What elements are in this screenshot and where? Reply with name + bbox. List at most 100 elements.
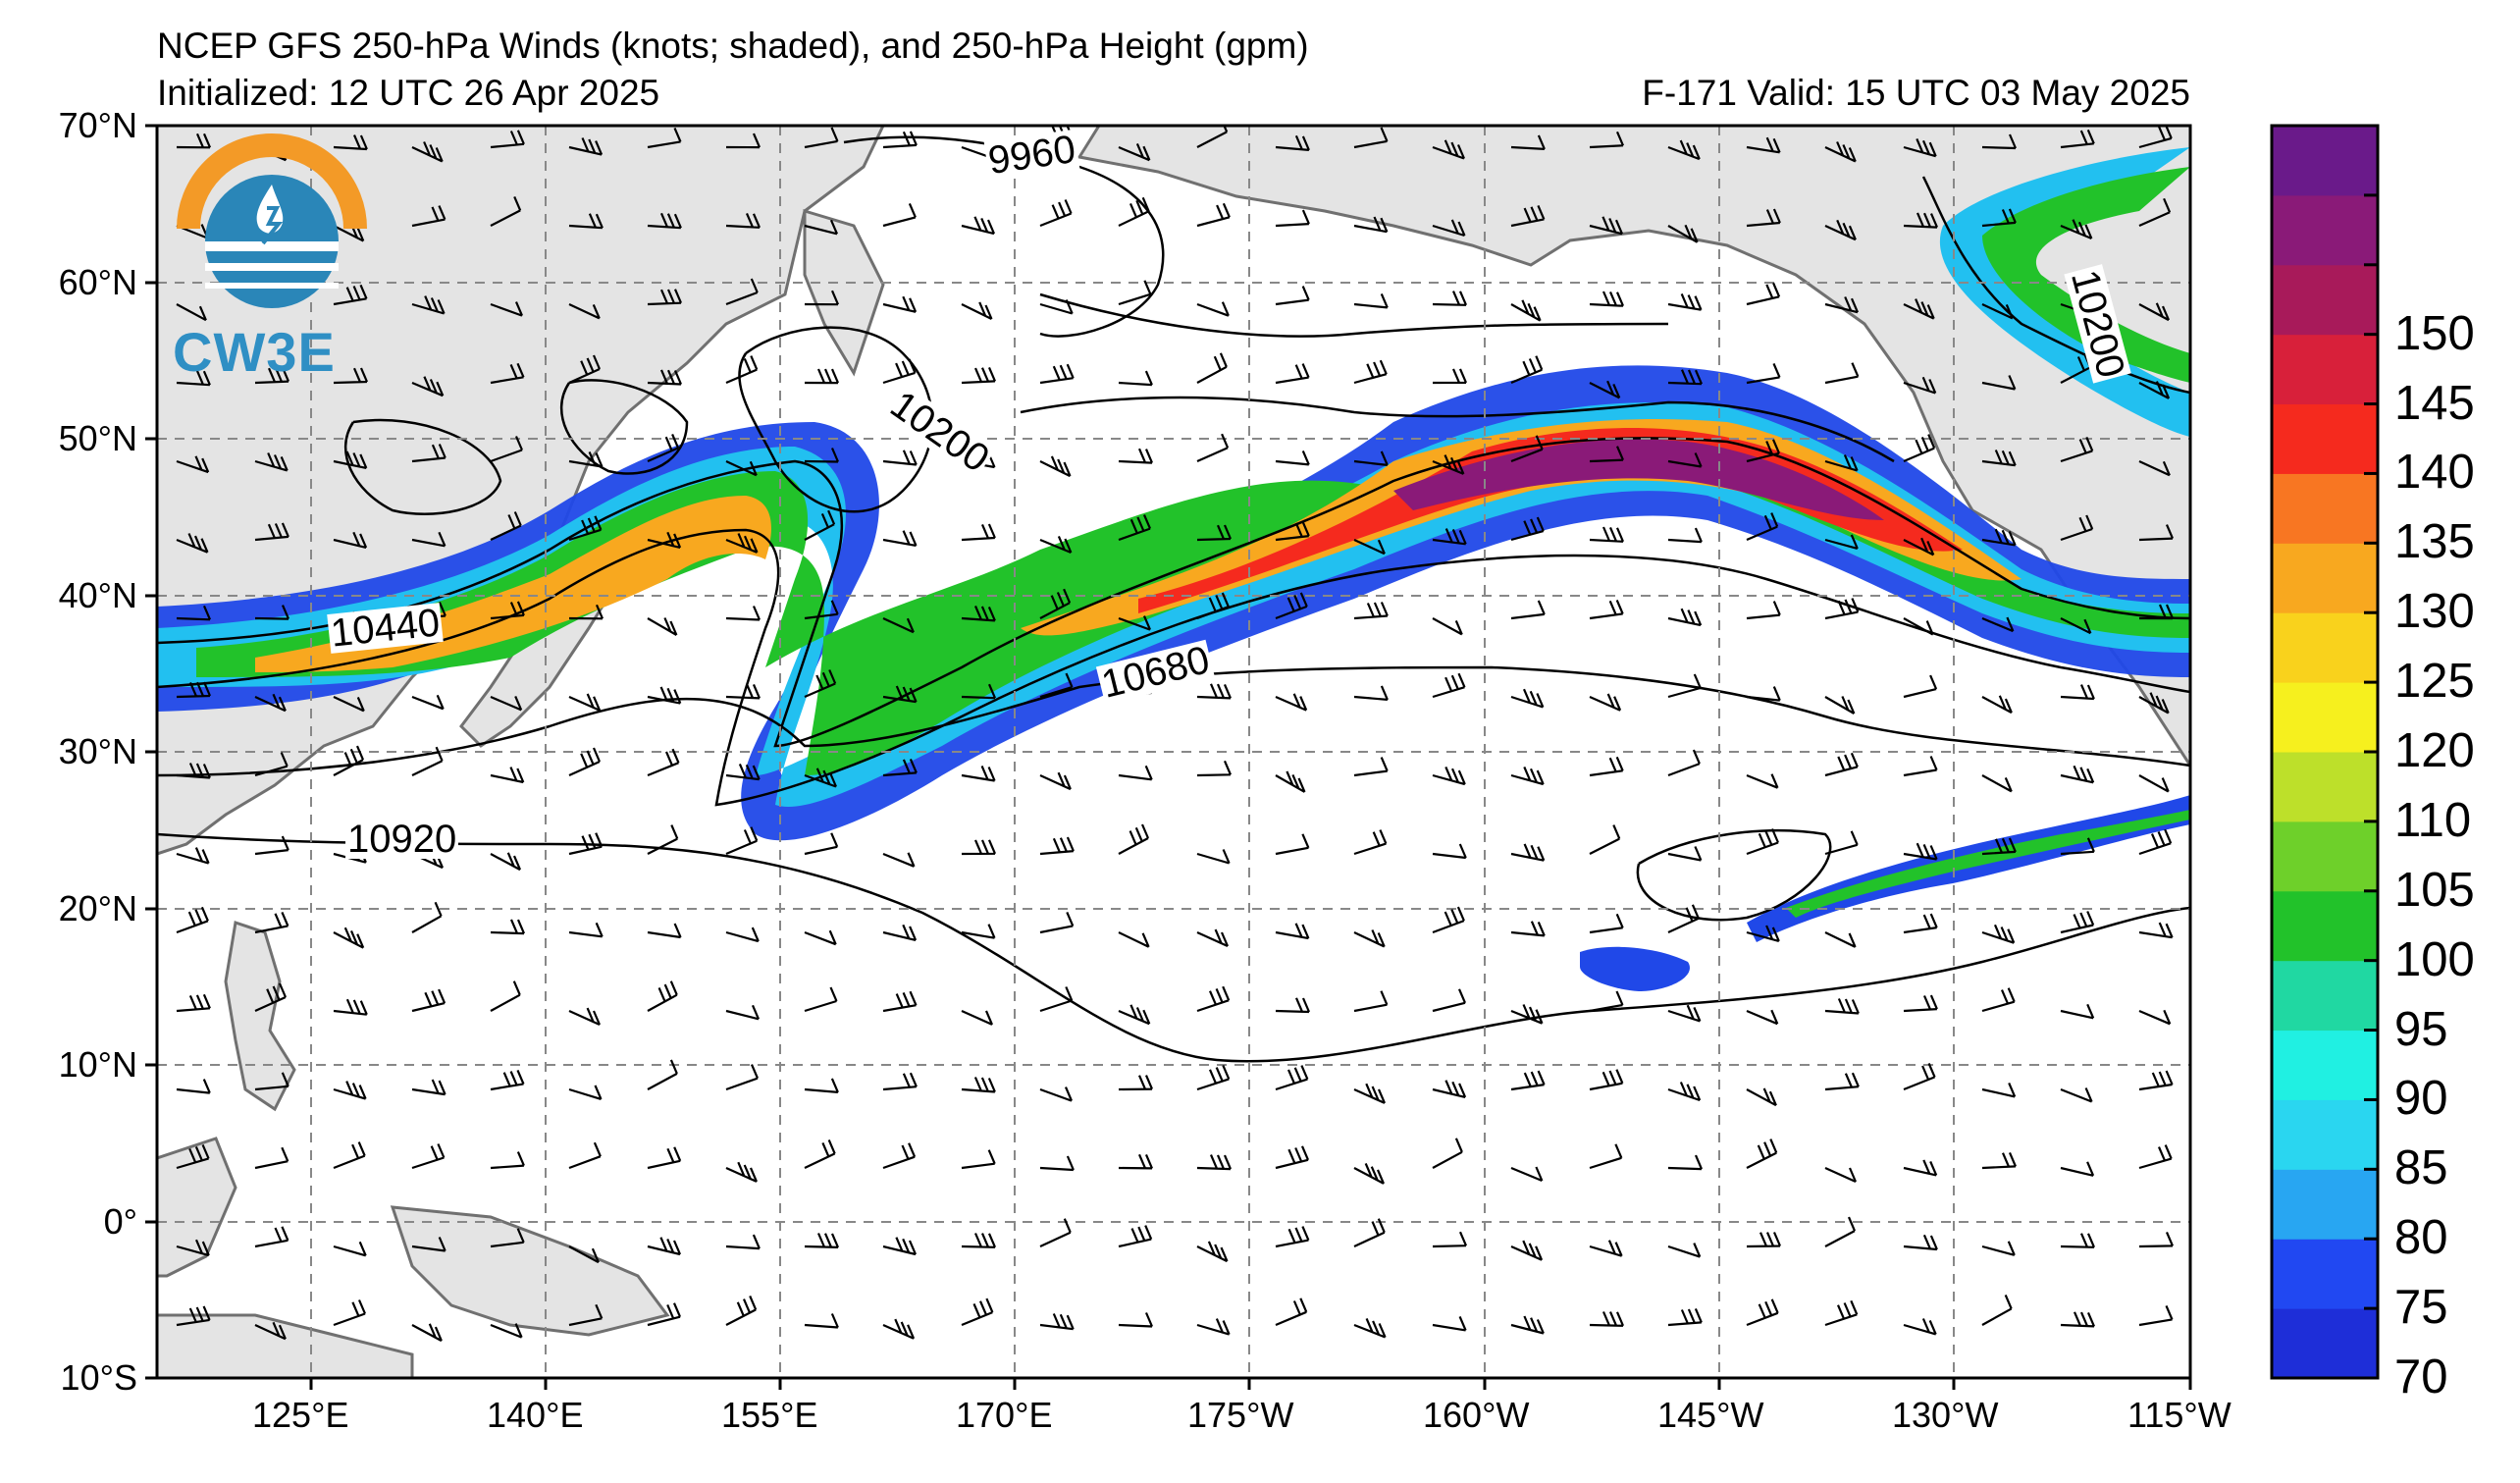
wind-barb <box>804 669 837 699</box>
logo-icon <box>177 133 367 308</box>
wind-barb <box>1275 1298 1308 1327</box>
wind-barb <box>1510 766 1545 786</box>
wind-barb <box>1903 674 1938 699</box>
lat-label-30n: 30°N <box>58 731 137 771</box>
wind-barb <box>1039 455 1072 478</box>
wind-barb <box>1039 986 1074 1013</box>
wind-barb <box>1275 923 1310 940</box>
wind-barb <box>1824 1299 1859 1327</box>
wind-barb <box>333 998 368 1016</box>
wind-barb <box>804 509 836 541</box>
wind-barb <box>1667 292 1703 311</box>
wind-barb <box>1589 824 1621 855</box>
wind-barb <box>1039 588 1072 619</box>
wind-barb <box>2060 219 2093 240</box>
wind-barb <box>1746 1009 1779 1026</box>
wind-barb <box>2138 302 2171 322</box>
wind-barb <box>1903 137 1937 158</box>
wind-barb <box>1510 1240 1544 1261</box>
wind-barb <box>254 605 290 620</box>
wind-barb <box>1353 450 1389 466</box>
wind-barb <box>1353 602 1389 620</box>
wind-barb <box>804 768 838 788</box>
wind-barb <box>2060 1311 2096 1328</box>
wind-barb <box>882 685 918 704</box>
colorbar-segment <box>2272 264 2378 336</box>
wind-barb <box>1589 1311 1625 1327</box>
wind-barb <box>1903 994 1938 1013</box>
colorbar-segment <box>2272 1308 2378 1379</box>
wind-barb <box>1432 368 1468 385</box>
colorbar-tick-label: 130 <box>2394 585 2475 639</box>
wind-barb <box>1667 527 1703 544</box>
wind-barb <box>882 1237 918 1256</box>
wind-barb <box>254 1226 289 1248</box>
wind-barb <box>1824 141 1857 163</box>
wind-barb <box>1432 843 1467 860</box>
wind-barb <box>1118 370 1153 387</box>
wind-barb <box>725 606 761 621</box>
wind-barb <box>1746 601 1781 620</box>
wind-barb <box>1746 136 1781 154</box>
lat-label-10n: 10°N <box>58 1044 137 1085</box>
wind-barb <box>176 847 210 865</box>
wind-barb <box>1589 131 1625 149</box>
wind-barb <box>1903 537 1935 556</box>
wind-barb <box>490 695 523 712</box>
wind-barb <box>1903 376 1937 395</box>
wind-barb <box>1196 760 1233 777</box>
wind-barb <box>1039 299 1074 315</box>
wind-barb <box>1432 988 1467 1013</box>
wind-barb <box>1667 673 1702 699</box>
wind-barb <box>1432 219 1466 238</box>
wind-barb <box>1353 1218 1386 1247</box>
wind-barb <box>490 195 522 227</box>
wind-barb <box>1824 696 1856 715</box>
wind-barb <box>1432 291 1468 306</box>
wind-barb <box>1275 770 1306 793</box>
wind-barb <box>1903 913 1938 934</box>
wind-barb <box>2060 684 2095 701</box>
wind-barb <box>1196 1064 1231 1091</box>
colorbar-tick-label: 120 <box>2394 724 2475 777</box>
wind-barb <box>568 832 604 856</box>
colorbar-tick-label: 140 <box>2394 446 2475 500</box>
wind-barb <box>804 290 840 306</box>
colorbar-tick-label: 125 <box>2394 655 2475 709</box>
wind-barb <box>725 1004 761 1021</box>
wind-barb <box>882 131 918 149</box>
wind-barb <box>1746 925 1780 942</box>
wind-barb <box>1903 756 1938 777</box>
wind-barb <box>647 686 682 705</box>
wind-barb <box>1903 434 1936 463</box>
wind-barb <box>2060 1087 2093 1103</box>
wind-barb <box>411 1143 446 1170</box>
wind-barb <box>333 696 365 713</box>
wind-barb <box>1118 448 1154 464</box>
wind-barb <box>1903 212 1939 229</box>
wind-barb <box>568 137 604 156</box>
wind-barb <box>1981 1294 2013 1326</box>
wind-barb <box>1746 1298 1779 1327</box>
wind-barb <box>1275 1145 1310 1170</box>
wind-barb <box>1432 1231 1468 1248</box>
wind-barb <box>254 1072 289 1091</box>
wind-barb <box>1667 608 1703 627</box>
wind-barb <box>1353 757 1389 777</box>
wind-barb <box>1353 1162 1386 1185</box>
wind-barb <box>961 1298 994 1327</box>
wind-barb <box>1353 359 1388 385</box>
wind-barb <box>961 1009 994 1026</box>
wind-barb <box>2138 1144 2173 1170</box>
wind-barb <box>568 354 602 385</box>
wind-barb <box>1275 997 1311 1014</box>
wind-barb <box>1353 292 1389 309</box>
colorbar-tick-label: 95 <box>2394 1002 2448 1056</box>
wind-barb <box>490 1151 525 1170</box>
valid-time: F-171 Valid: 15 UTC 03 May 2025 <box>1642 73 2190 113</box>
colorbar-segment <box>2272 473 2378 544</box>
wind-barb <box>1903 1159 1938 1177</box>
wind-barb <box>254 982 288 1013</box>
wind-barb <box>725 460 758 477</box>
wind-barb <box>568 693 602 712</box>
